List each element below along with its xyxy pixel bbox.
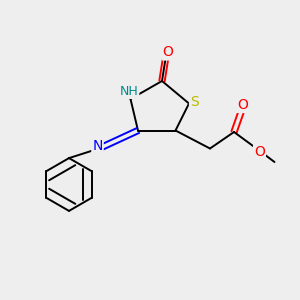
- Text: S: S: [190, 95, 199, 109]
- Text: O: O: [238, 98, 248, 112]
- Text: NH: NH: [120, 85, 138, 98]
- Text: N: N: [92, 139, 103, 152]
- Text: O: O: [254, 145, 265, 158]
- Text: O: O: [163, 46, 173, 59]
